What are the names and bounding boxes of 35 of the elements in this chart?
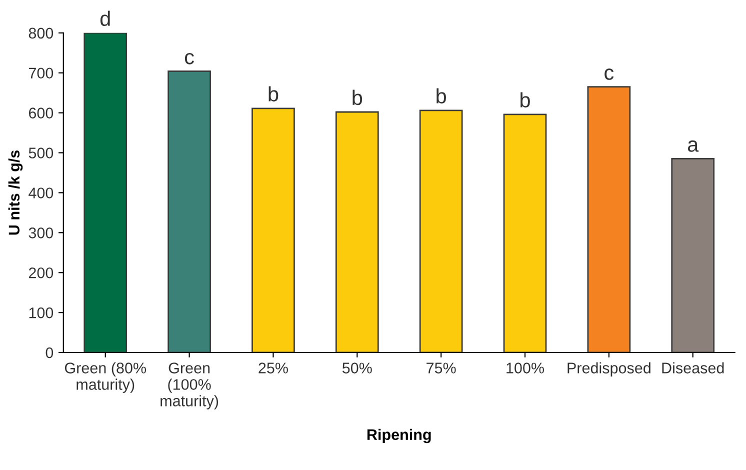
y-tick-label: 0 [46,347,54,358]
data-label: a [688,140,699,152]
y-tick-label: 500 [28,148,54,158]
data-label: b [436,88,446,104]
x-tick-label: Green (80% maturity) [64,362,146,393]
x-axis-title: Ripening [367,428,431,444]
x-tick-label: 100% [506,362,544,374]
y-axis-title: U nits /k g/s [8,150,23,235]
data-label: d [100,10,110,26]
bar [168,70,211,352]
data-label: c [604,68,614,80]
y-tick-label: 400 [28,188,54,198]
x-tick-label: 25% [258,362,288,374]
x-tick-label: 50% [342,362,372,374]
bar [503,114,547,352]
data-label: b [268,86,278,102]
bar [587,86,631,352]
bar [419,110,463,352]
bar [252,108,295,352]
y-tick-label: 800 [28,28,54,39]
bar [671,158,715,352]
y-tick-label: 100 [29,307,54,318]
bar [335,111,379,352]
y-tick-label: 200 [28,267,54,278]
data-label: c [184,52,194,64]
bar [84,32,128,352]
data-label: b [520,92,530,108]
y-tick-label: 300 [28,228,54,238]
x-tick-label: Green (100% maturity) [160,362,218,410]
y-tick-label: 700 [28,68,54,79]
x-tick-label: Predisposed [568,362,650,376]
x-tick-label: Diseased [662,362,724,374]
x-tick-label: 75% [426,362,456,374]
data-label: b [352,90,362,106]
y-tick-label: 600 [28,108,54,118]
